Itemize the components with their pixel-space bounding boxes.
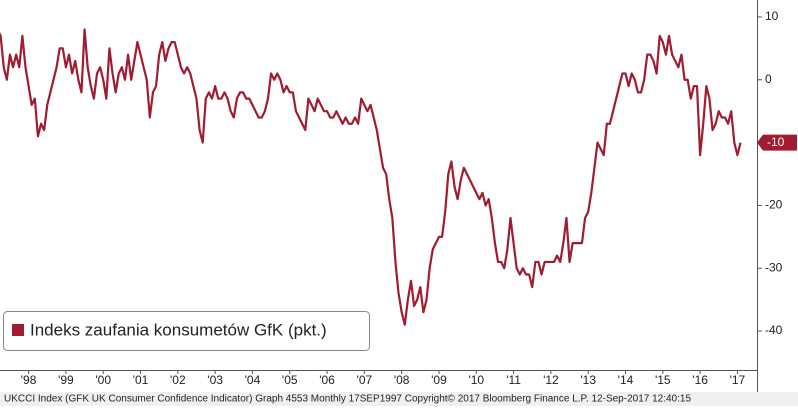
last-value-badge — [757, 134, 797, 151]
x-tick-label: '98 — [21, 373, 37, 387]
y-tick-label: 0 — [765, 72, 772, 86]
y-tick-label: 10 — [765, 9, 779, 23]
y-tick-label: -40 — [765, 323, 783, 337]
x-tick-label: '03 — [207, 373, 223, 387]
legend: Indeks zaufania konsumetów GfK (pkt.) — [3, 311, 370, 351]
last-value-label: -10 — [767, 135, 785, 149]
footer: UKCCI Index (GFK UK Consumer Confidence … — [4, 394, 691, 405]
x-tick-label: '16 — [692, 373, 708, 387]
legend-label: Indeks zaufania konsumetów GfK (pkt.) — [30, 320, 327, 339]
x-tick-label: '08 — [394, 373, 410, 387]
legend-box — [3, 311, 370, 351]
x-tick-label: '10 — [468, 373, 484, 387]
x-tick-label: '14 — [618, 373, 634, 387]
x-tick-label: '15 — [655, 373, 671, 387]
x-tick-label: '07 — [357, 373, 373, 387]
legend-swatch — [12, 324, 24, 336]
x-tick-label: '05 — [282, 373, 298, 387]
x-tick-label: '02 — [170, 373, 186, 387]
x-tick-label: '01 — [133, 373, 149, 387]
footer-band — [0, 392, 798, 406]
y-tick-label: -20 — [765, 198, 783, 212]
x-tick-label: '11 — [506, 373, 521, 387]
x-tick-label: '04 — [245, 373, 261, 387]
x-tick-label: '13 — [580, 373, 596, 387]
y-tick-label: -30 — [765, 260, 783, 274]
x-tick-label: '12 — [543, 373, 559, 387]
x-tick-label: '00 — [95, 373, 111, 387]
x-tick-label: '99 — [58, 373, 74, 387]
series-line — [0, 28, 742, 326]
x-tick-label: '09 — [431, 373, 447, 387]
x-tick-label: '17 — [730, 373, 746, 387]
x-tick-label: '06 — [319, 373, 335, 387]
